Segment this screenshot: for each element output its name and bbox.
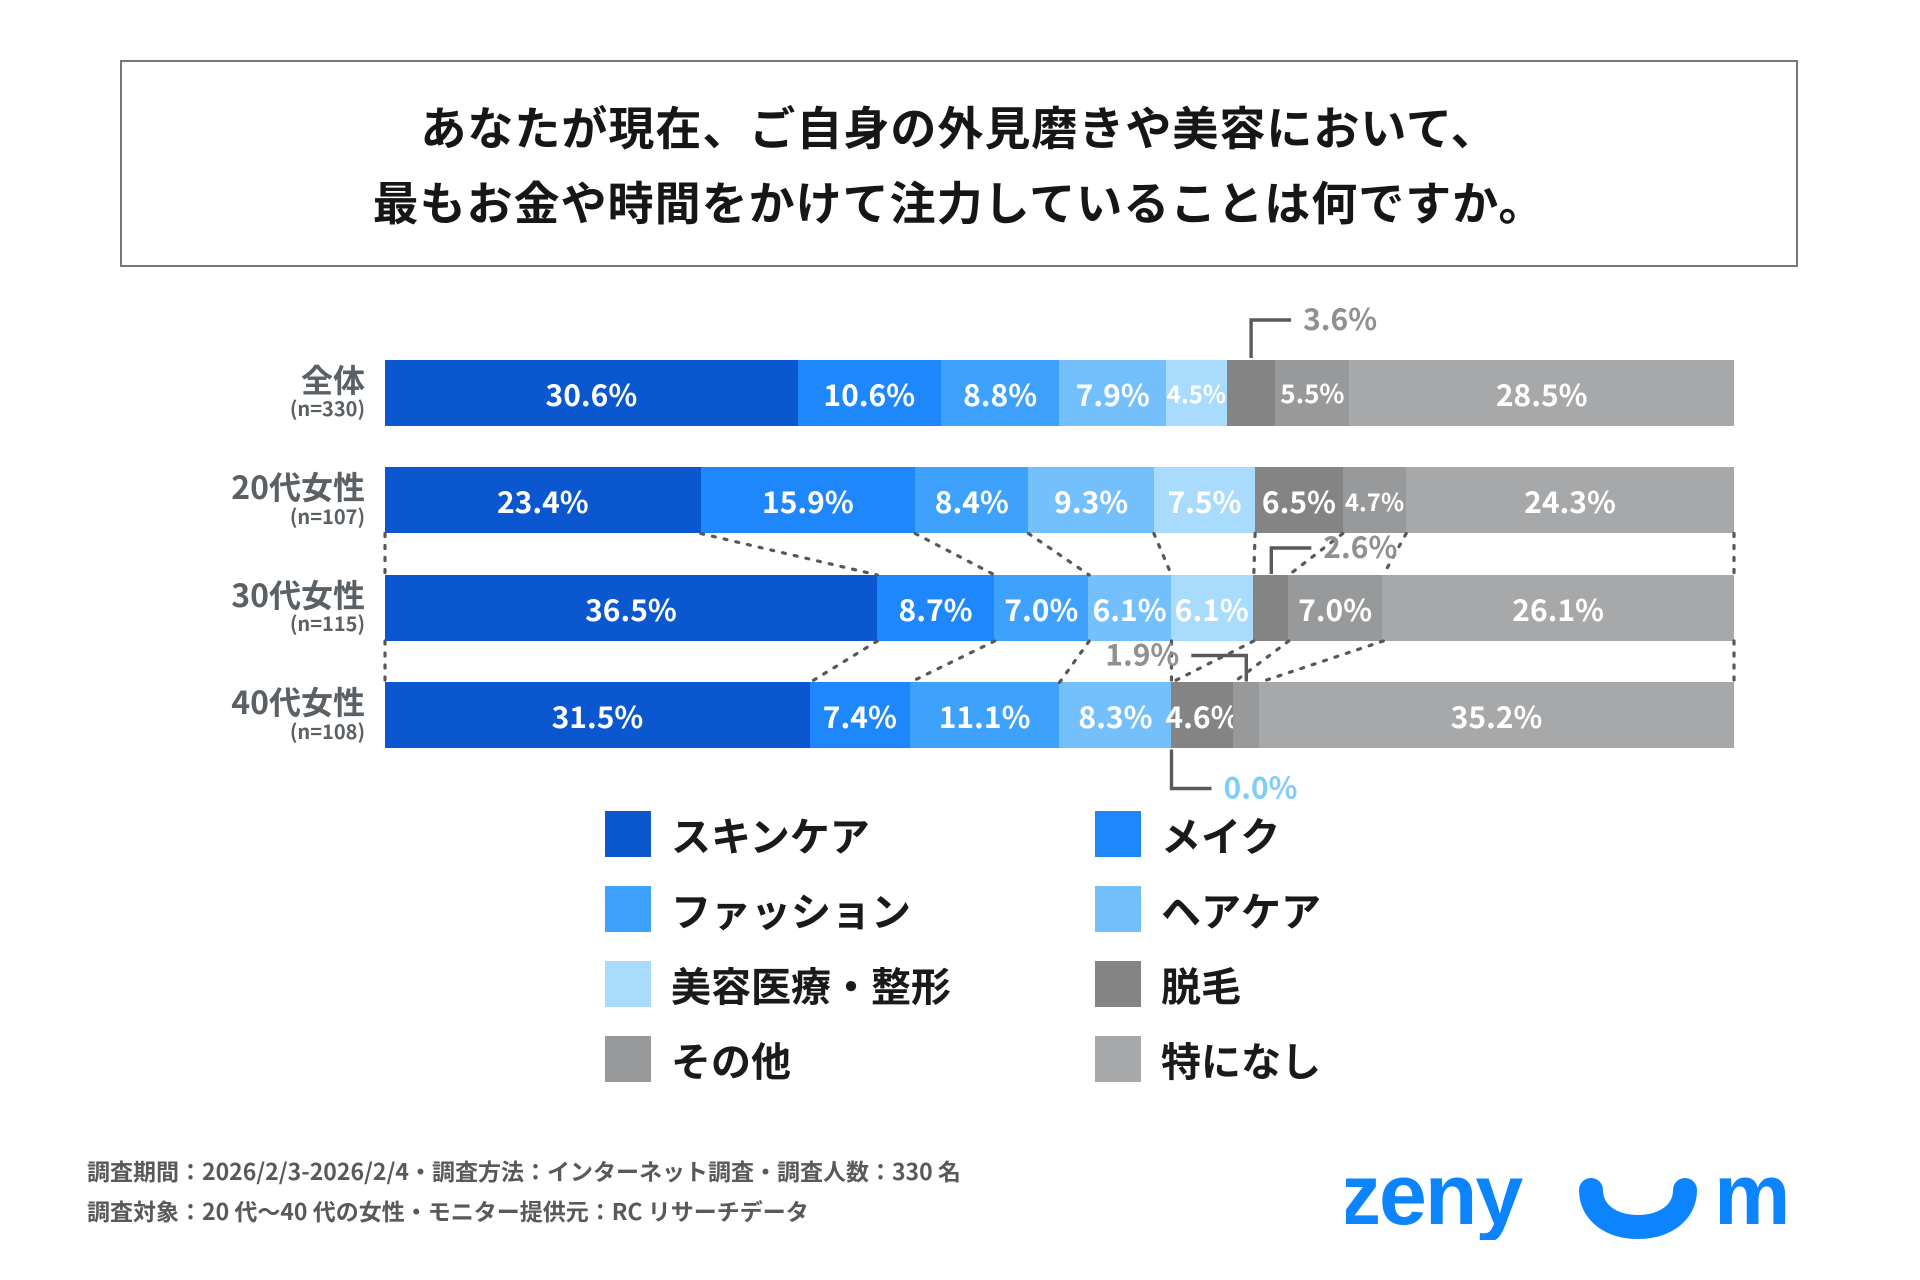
svg-text:2.6%: 2.6%	[1323, 523, 1397, 567]
svg-text:m: m	[1714, 1160, 1788, 1240]
svg-text:0.0%: 0.0%	[1224, 763, 1298, 807]
svg-text:zeny: zeny	[1346, 1160, 1523, 1240]
svg-text:3.6%: 3.6%	[1303, 295, 1377, 339]
svg-text:1.9%: 1.9%	[1105, 630, 1179, 674]
